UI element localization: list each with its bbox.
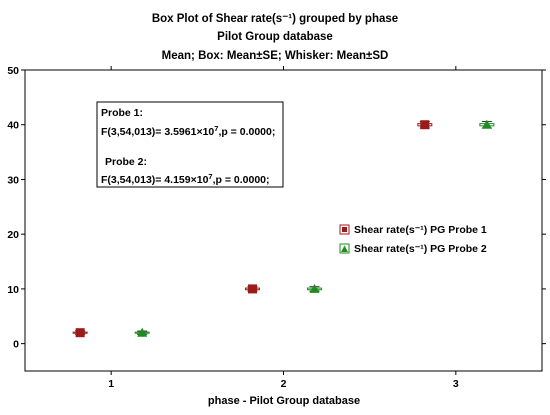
- y-tick-label: 50: [7, 65, 19, 77]
- legend-triangle-icon: [341, 245, 348, 252]
- x-tick-label: 2: [281, 378, 287, 390]
- legend-item-probe-1: Shear rate(s⁻¹) PG Probe 1: [339, 224, 487, 236]
- y-tick-label: 30: [7, 174, 19, 186]
- axes: 0 10 20 30 40 50 1 2 3: [7, 65, 546, 390]
- annotation-probe2-stat: F(3,54,013)= 4.159×107,p = 0.0000;: [101, 172, 270, 186]
- chart-title: Box Plot of Shear rate(s⁻¹) grouped by p…: [152, 13, 398, 25]
- y-tick-label: 40: [7, 120, 19, 132]
- chart-subtitle: Pilot Group database: [217, 31, 333, 43]
- mean-point-probe-2: [481, 119, 492, 129]
- x-tick-label: 1: [108, 378, 114, 390]
- mean-point-probe-1: [420, 120, 430, 130]
- x-axis-label: phase - Pilot Group database: [208, 395, 360, 407]
- legend-square-icon: [342, 227, 347, 232]
- mean-point-probe-2: [309, 283, 320, 293]
- y-tick-label: 0: [13, 339, 19, 351]
- data-marks: [72, 119, 495, 338]
- y-tick-label: 10: [7, 284, 19, 296]
- mean-point-probe-1: [247, 284, 257, 294]
- y-tick-label: 20: [7, 229, 19, 241]
- annotation-probe1-title: Probe 1:: [101, 107, 143, 119]
- mean-point-probe-1: [75, 328, 85, 338]
- legend-item-probe-2: Shear rate(s⁻¹) PG Probe 2: [339, 243, 487, 255]
- annotation-probe1-stat: F(3,54,013)= 3.5961×107,p = 0.0000;: [101, 124, 275, 138]
- annotation-probe2-title: Probe 2:: [105, 156, 147, 168]
- x-tick-label: 3: [453, 378, 459, 390]
- legend: Shear rate(s⁻¹) PG Probe 1 Shear rate(s⁻…: [339, 224, 487, 255]
- legend-label-probe-1: Shear rate(s⁻¹) PG Probe 1: [354, 224, 487, 236]
- anova-annotation: Probe 1: F(3,54,013)= 3.5961×107,p = 0.0…: [96, 101, 284, 188]
- legend-label-probe-2: Shear rate(s⁻¹) PG Probe 2: [354, 243, 487, 255]
- annotation-box: [96, 101, 284, 188]
- mean-point-probe-2: [137, 327, 148, 337]
- chart-subtitle-stats: Mean; Box: Mean±SE; Whisker: Mean±SD: [162, 50, 389, 62]
